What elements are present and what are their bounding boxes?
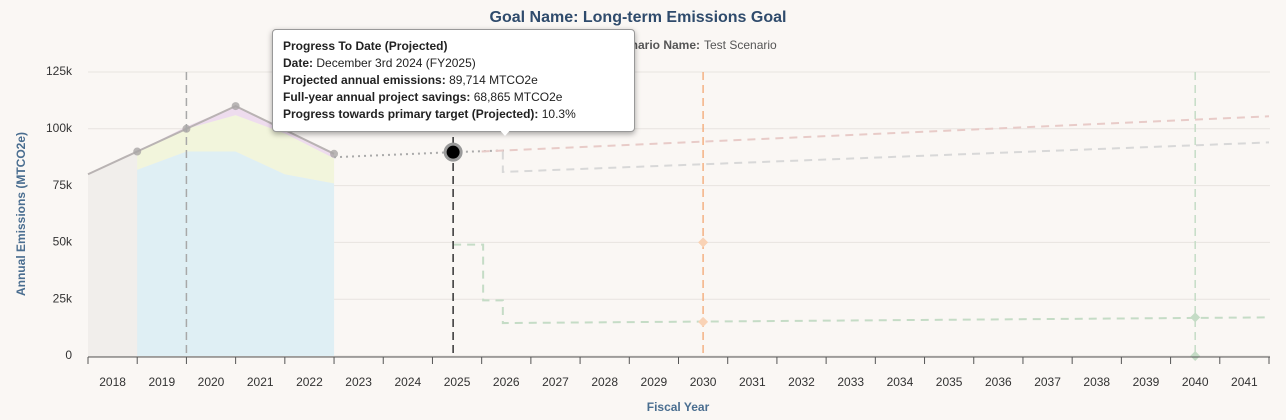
marker <box>1190 351 1201 361</box>
x-tick-label: 2035 <box>936 375 963 389</box>
x-tick-label: 2040 <box>1182 375 1209 389</box>
tooltip-label: Full-year annual project savings: <box>283 90 471 104</box>
tooltip-row: Date: December 3rd 2024 (FY2025) <box>283 55 624 72</box>
x-tick-label: 2019 <box>148 375 175 389</box>
x-tick-label: 2026 <box>493 375 520 389</box>
tooltip-row: Full-year annual project savings: 68,865… <box>283 89 624 106</box>
x-tick-label: 2029 <box>641 375 668 389</box>
x-tick-label: 2037 <box>1034 375 1061 389</box>
x-tick-label: 2032 <box>788 375 815 389</box>
marker <box>1190 312 1201 323</box>
tooltip-row: Progress towards primary target (Project… <box>283 106 624 123</box>
y-tick-label: 50k <box>53 235 73 249</box>
y-tick-label: 25k <box>53 291 73 305</box>
x-tick-label: 2023 <box>345 375 372 389</box>
x-tick-label: 2030 <box>690 375 717 389</box>
tooltip-value: 89,714 MTCO2e <box>449 73 538 87</box>
point <box>330 149 339 158</box>
tooltip-label: Date: <box>283 56 314 70</box>
tooltip-value: 10.3% <box>541 107 576 121</box>
x-tick-label: 2031 <box>739 375 766 389</box>
y-tick-label: 100k <box>46 121 73 135</box>
x-tick-label: 2024 <box>395 375 422 389</box>
y-tick-label: 125k <box>46 64 73 78</box>
point <box>231 102 240 111</box>
line <box>481 115 1270 153</box>
tooltip-row: Projected annual emissions: 89,714 MTCO2… <box>283 72 624 89</box>
x-tick-label: 2028 <box>591 375 618 389</box>
tooltip-value: December 3rd 2024 (FY2025) <box>316 56 476 70</box>
x-tick-label: 2025 <box>444 375 471 389</box>
x-tick-label: 2020 <box>198 375 225 389</box>
x-tick-label: 2027 <box>542 375 569 389</box>
x-tick-label: 2022 <box>296 375 323 389</box>
x-tick-label: 2036 <box>985 375 1012 389</box>
tooltip-title: Progress To Date (Projected) <box>283 39 448 53</box>
area <box>137 106 335 159</box>
x-tick-label: 2041 <box>1231 375 1258 389</box>
marker <box>698 237 709 248</box>
tooltip-rows: Date: December 3rd 2024 (FY2025) Projecte… <box>283 55 624 123</box>
x-tick-label: 2033 <box>837 375 864 389</box>
chart-title: Goal Name: Long-term Emissions Goal <box>490 9 787 26</box>
x-tick-label: 2039 <box>1133 375 1160 389</box>
point <box>133 147 142 156</box>
x-axis-label: Fiscal Year <box>647 400 710 414</box>
y-tick-label: 75k <box>53 178 73 192</box>
y-axis-label: Annual Emissions (MTCO2e) <box>14 132 28 296</box>
tooltip-label: Progress towards primary target (Project… <box>283 107 539 121</box>
line <box>453 243 1270 325</box>
tooltip-arrow <box>497 127 513 136</box>
plot: 0 25k 50k 75k 100k 125k 2018 2019 2020 2021 2022 20… <box>46 64 1270 389</box>
line <box>501 141 1270 174</box>
x-tick-label: 2034 <box>887 375 914 389</box>
highlight-point <box>443 142 463 162</box>
marker <box>698 316 709 327</box>
x-tick-label: 2038 <box>1083 375 1110 389</box>
x-tick-label: 2021 <box>247 375 274 389</box>
tooltip-label: Projected annual emissions: <box>283 73 446 87</box>
tooltip-value: 68,865 MTCO2e <box>473 90 563 104</box>
line <box>333 149 507 159</box>
tooltip: Progress To Date (Projected) Date: Decem… <box>272 29 635 132</box>
subtitle-value: Test Scenario <box>704 38 777 52</box>
area <box>137 151 335 356</box>
y-tick-label: 0 <box>65 348 72 362</box>
x-tick-label: 2018 <box>99 375 126 389</box>
